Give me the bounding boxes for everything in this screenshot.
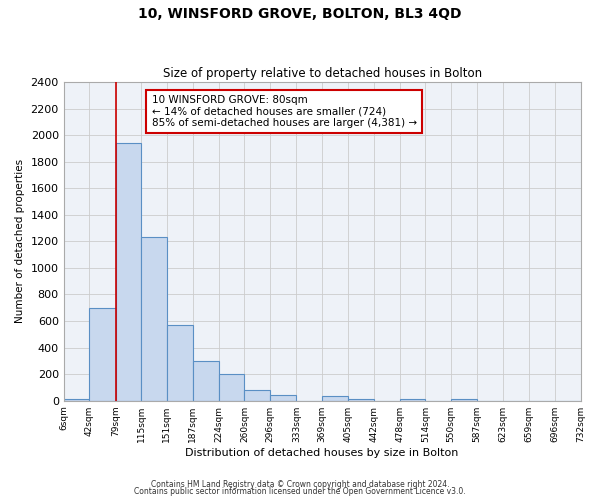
- Bar: [348, 398, 374, 400]
- Text: Contains HM Land Registry data © Crown copyright and database right 2024.: Contains HM Land Registry data © Crown c…: [151, 480, 449, 489]
- Text: 10, WINSFORD GROVE, BOLTON, BL3 4QD: 10, WINSFORD GROVE, BOLTON, BL3 4QD: [138, 8, 462, 22]
- Text: 10 WINSFORD GROVE: 80sqm
← 14% of detached houses are smaller (724)
85% of semi-: 10 WINSFORD GROVE: 80sqm ← 14% of detach…: [152, 95, 416, 128]
- Bar: [64, 398, 89, 400]
- Title: Size of property relative to detached houses in Bolton: Size of property relative to detached ho…: [163, 66, 482, 80]
- Bar: [270, 394, 296, 400]
- Bar: [193, 361, 219, 401]
- Bar: [141, 238, 167, 400]
- Bar: [451, 398, 477, 400]
- Bar: [244, 390, 270, 400]
- Y-axis label: Number of detached properties: Number of detached properties: [15, 160, 25, 324]
- Bar: [400, 398, 425, 400]
- Text: Contains public sector information licensed under the Open Government Licence v3: Contains public sector information licen…: [134, 487, 466, 496]
- X-axis label: Distribution of detached houses by size in Bolton: Distribution of detached houses by size …: [185, 448, 459, 458]
- Bar: [322, 396, 348, 400]
- Bar: [167, 325, 193, 400]
- Bar: [116, 143, 141, 401]
- Bar: [89, 308, 116, 400]
- Bar: [219, 374, 244, 400]
